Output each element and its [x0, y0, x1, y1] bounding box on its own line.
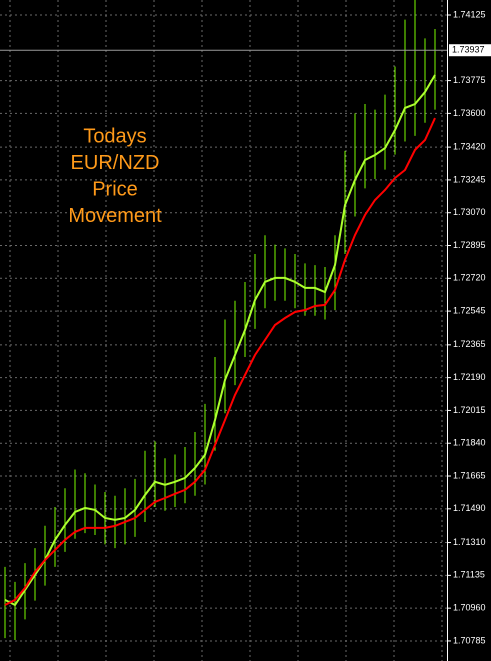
y-tick-label: 1.74125: [453, 9, 486, 19]
annotation: Todays: [83, 125, 146, 147]
current-price-label: 1.73937: [452, 45, 485, 55]
annotation: EUR/NZD: [71, 152, 160, 174]
annotation: Movement: [68, 205, 162, 227]
y-tick-label: 1.71840: [453, 438, 486, 448]
y-tick-label: 1.72895: [453, 240, 486, 250]
y-tick-label: 1.70960: [453, 603, 486, 613]
y-tick-label: 1.73600: [453, 108, 486, 118]
y-tick-label: 1.72720: [453, 273, 486, 283]
y-tick-label: 1.73420: [453, 141, 486, 151]
annotation: Price: [92, 178, 138, 200]
y-tick-label: 1.72545: [453, 305, 486, 315]
y-tick-label: 1.71490: [453, 503, 486, 513]
moving-average-line: [4, 117, 436, 606]
y-tick-label: 1.70785: [453, 635, 486, 645]
y-tick-label: 1.72365: [453, 339, 486, 349]
grid: [0, 0, 447, 661]
y-tick-label: 1.73245: [453, 174, 486, 184]
moving-average-line: [4, 74, 436, 607]
y-tick-label: 1.72015: [453, 405, 486, 415]
y-tick-label: 1.71665: [453, 470, 486, 480]
y-tick-label: 1.71310: [453, 537, 486, 547]
y-tick-label: 1.71135: [453, 570, 485, 580]
y-tick-label: 1.72190: [453, 372, 486, 382]
y-tick-label: 1.73775: [453, 75, 486, 85]
current-price-box: [449, 44, 491, 57]
y-tick-label: 1.73070: [453, 207, 486, 217]
